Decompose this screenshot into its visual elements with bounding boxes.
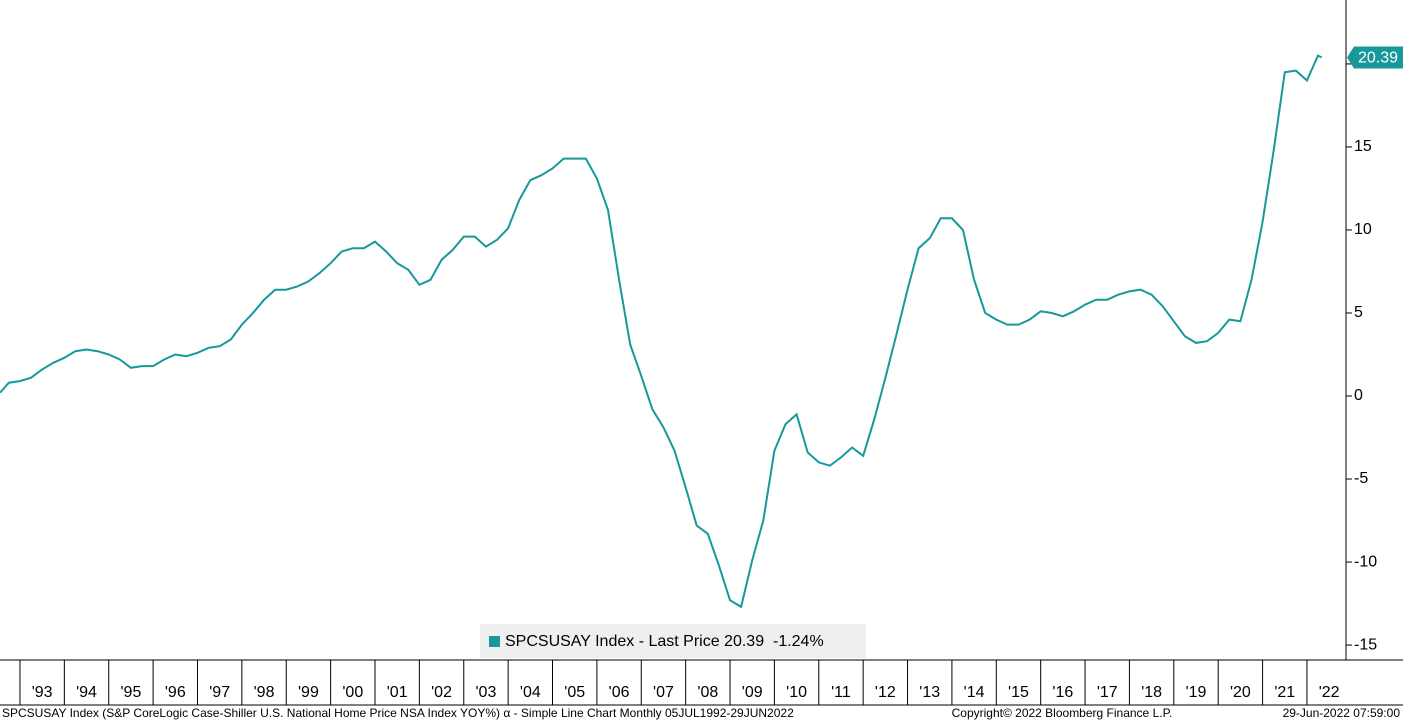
x-tick-label: '93 (32, 684, 53, 701)
footer-left: SPCSUSAY Index (S&P CoreLogic Case-Shill… (2, 706, 794, 720)
x-tick-label: '07 (653, 684, 674, 701)
legend-swatch (489, 636, 500, 647)
x-tick-label: '19 (1186, 684, 1207, 701)
x-tick-label: '01 (387, 684, 408, 701)
x-tick-label: '14 (964, 684, 985, 701)
x-tick-label: '00 (342, 684, 363, 701)
y-tick-label: -5 (1354, 470, 1368, 487)
y-tick-label: -15 (1354, 636, 1377, 653)
y-tick-label: 10 (1354, 221, 1372, 238)
legend-box (480, 624, 866, 658)
x-tick-label: '15 (1008, 684, 1029, 701)
x-tick-label: '17 (1097, 684, 1118, 701)
x-tick-label: '96 (165, 684, 186, 701)
x-tick-label: '04 (520, 684, 541, 701)
x-tick-label: '02 (431, 684, 452, 701)
footer-center: Copyright© 2022 Bloomberg Finance L.P. (952, 706, 1173, 720)
x-tick-label: '06 (609, 684, 630, 701)
x-tick-label: '95 (120, 684, 141, 701)
x-tick-label: '94 (76, 684, 97, 701)
x-tick-label: '16 (1052, 684, 1073, 701)
x-tick-label: '13 (919, 684, 940, 701)
x-tick-label: '98 (254, 684, 275, 701)
x-tick-label: '22 (1319, 684, 1340, 701)
x-tick-label: '18 (1141, 684, 1162, 701)
last-price-tag (1347, 46, 1403, 69)
legend-label: SPCSUSAY Index - Last Price 20.39 -1.24% (505, 633, 824, 650)
y-tick-label: 15 (1354, 138, 1372, 155)
x-tick-label: '97 (209, 684, 230, 701)
line (0, 54, 1323, 609)
x-tick-label: '11 (831, 684, 851, 701)
x-tick-label: '99 (298, 684, 319, 701)
x-tick-label: '12 (875, 684, 896, 701)
footer-right: 29-Jun-2022 07:59:00 (1283, 706, 1401, 720)
x-tick-label: '09 (742, 684, 763, 701)
x-tick-label: '20 (1230, 684, 1251, 701)
x-tick-label: '05 (564, 684, 585, 701)
x-tick-label: '21 (1274, 684, 1295, 701)
y-tick-label: 0 (1354, 387, 1363, 404)
y-tick-label: -10 (1354, 553, 1377, 570)
last-price-label: 20.39 (1358, 50, 1398, 67)
x-tick-label: '03 (476, 684, 497, 701)
x-tick-label: '08 (697, 684, 718, 701)
x-tick-label: '10 (786, 684, 807, 701)
y-tick-label: 5 (1354, 304, 1363, 321)
